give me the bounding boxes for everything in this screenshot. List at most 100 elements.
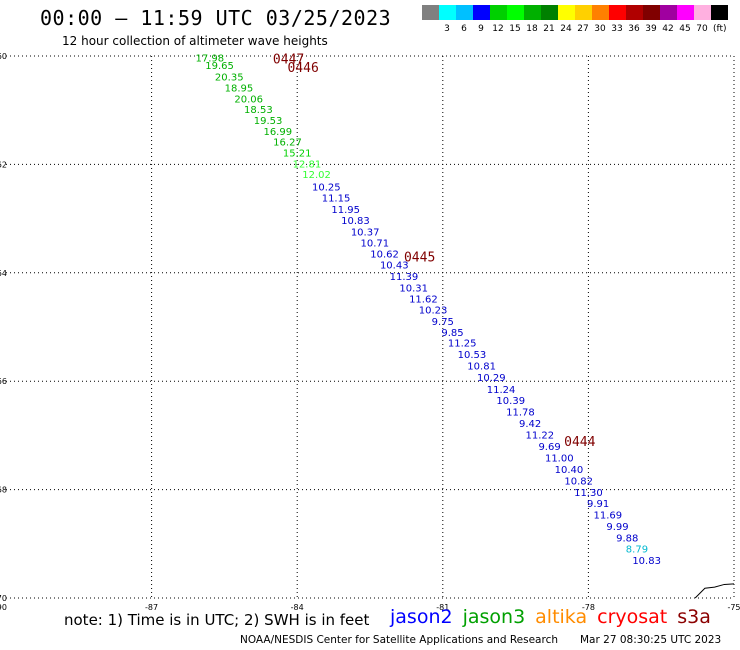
track-id-label: 0445 [404, 251, 435, 266]
wave-height-label: 19.65 [205, 61, 234, 72]
legend-swatch [439, 5, 456, 20]
track-id-label: 0447 [273, 53, 304, 68]
wave-height-label: 11.30 [574, 488, 603, 499]
legend-swatch [643, 5, 660, 20]
wave-height-label: 11.22 [526, 430, 555, 441]
wave-height-label: 11.00 [545, 454, 574, 465]
legend-label: 39 [645, 24, 657, 34]
wave-height-label: 20.06 [234, 94, 263, 105]
wave-height-label: 11.78 [506, 408, 535, 419]
legend-label: 12 [492, 24, 504, 34]
legend-swatch [626, 5, 643, 20]
lat-tick-label: -62 [0, 160, 7, 169]
wave-height-label: 10.71 [361, 238, 390, 249]
wave-height-label: 16.27 [273, 138, 302, 149]
legend-label: 27 [577, 24, 589, 34]
lat-tick-label: -64 [0, 269, 7, 278]
credit-text: NOAA/NESDIS Center for Satellite Applica… [240, 634, 558, 646]
wave-height-label: 18.53 [244, 105, 273, 116]
corner-lon-label: -90 [0, 603, 7, 612]
legend-swatch [541, 5, 558, 20]
satellite-legend: jason2 jason3 altika cryosat s3a [390, 606, 721, 628]
lon-tick-label: -87 [145, 603, 158, 612]
footnote: note: 1) Time is in UTC; 2) SWH is in fe… [64, 611, 370, 629]
wave-height-label: 11.25 [448, 339, 477, 350]
wave-height-label: 9.99 [606, 522, 628, 533]
wave-height-label: 20.35 [215, 73, 244, 84]
wave-height-label: 11.15 [322, 193, 351, 204]
legend-label: 30 [594, 24, 606, 34]
legend-label: 33 [611, 24, 623, 34]
wave-height-label: 9.69 [538, 442, 560, 453]
wave-height-label: 11.95 [331, 205, 360, 216]
coastline [694, 583, 735, 599]
legend-label: 36 [628, 24, 640, 34]
wave-height-label: 12.02 [302, 170, 331, 181]
legend-swatch [660, 5, 677, 20]
wave-height-label: 16.99 [263, 127, 292, 138]
legend-swatch [490, 5, 507, 20]
legend-label: 9 [478, 24, 484, 34]
legend-label: 24 [560, 24, 572, 34]
wave-height-label: 9.85 [441, 328, 463, 339]
wave-height-label: 11.39 [390, 272, 419, 283]
wave-height-label: 10.23 [419, 306, 448, 317]
wave-height-label: 9.42 [519, 419, 541, 430]
wave-height-label: 10.29 [477, 373, 506, 384]
lon-tick-label: -78 [582, 603, 595, 612]
track-id-label: 0446 [287, 61, 318, 76]
lat-tick-label: -68 [0, 486, 7, 495]
satellite-label: jason3 [462, 606, 526, 628]
lon-tick-label: -84 [291, 603, 304, 612]
map-background [6, 56, 734, 598]
lon-tick-label: -75 [727, 603, 740, 612]
wave-height-label: 17.98 [196, 54, 225, 65]
satellite-label: jason2 [390, 606, 453, 628]
legend-swatch [677, 5, 694, 20]
wave-height-label: 11.24 [487, 385, 516, 396]
legend-swatch [575, 5, 592, 20]
satellite-label: cryosat [597, 606, 668, 628]
legend-swatch [694, 5, 711, 20]
legend-label: 18 [526, 24, 538, 34]
legend-swatch [609, 5, 626, 20]
wave-height-label: 10.25 [312, 183, 341, 194]
legend-label: 21 [543, 24, 555, 34]
legend-swatch [473, 5, 490, 20]
lon-tick-label: -81 [436, 603, 449, 612]
wave-height-label: 19.53 [254, 116, 283, 127]
legend-label: 45 [679, 24, 691, 34]
wave-height-label: 9.91 [587, 499, 609, 510]
legend-swatch [711, 5, 728, 20]
legend-swatch [507, 5, 524, 20]
color-scale-unit: (ft) [713, 24, 727, 34]
wave-height-label: 10.62 [370, 249, 399, 260]
legend-label: 6 [461, 24, 467, 34]
wave-height-label: 9.75 [432, 317, 454, 328]
legend-swatch [456, 5, 473, 20]
wave-height-label: 18.95 [225, 83, 254, 94]
legend-label: 15 [509, 24, 521, 34]
legend-label: 3 [444, 24, 450, 34]
legend-swatch [422, 5, 439, 20]
satellite-label: altika [535, 606, 588, 628]
wave-height-label: 8.79 [626, 545, 648, 556]
wave-height-label: 10.82 [564, 476, 593, 487]
lat-tick-label: -60 [0, 52, 7, 61]
wave-height-label: 9.88 [616, 533, 638, 544]
page-subtitle: 12 hour collection of altimeter wave hei… [62, 34, 328, 48]
legend-swatch [592, 5, 609, 20]
lat-tick-label: -70 [0, 594, 7, 603]
wave-height-label: 10.83 [341, 216, 370, 227]
wave-height-label: 10.81 [467, 361, 496, 372]
legend-swatch [524, 5, 541, 20]
lat-tick-label: -66 [0, 377, 7, 386]
timestamp-text: Mar 27 08:30:25 UTC 2023 [580, 634, 722, 646]
wave-height-label: 10.37 [351, 228, 380, 239]
wave-height-label: 10.40 [555, 465, 584, 476]
page-title: 00:00 – 11:59 UTC 03/25/2023 [40, 6, 392, 30]
wave-height-label: 10.83 [632, 556, 661, 567]
track-id-label: 0444 [564, 435, 595, 450]
satellite-label: s3a [677, 606, 711, 628]
